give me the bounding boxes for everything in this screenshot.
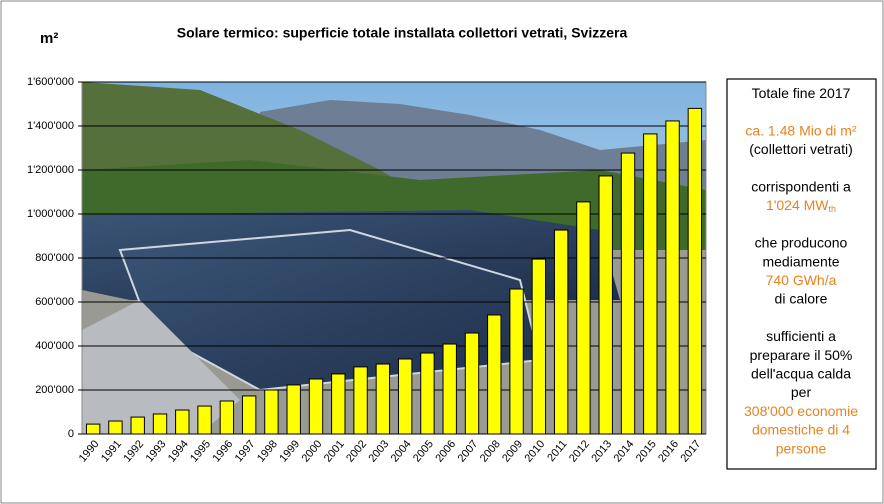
bar [442, 343, 457, 435]
info-text: (collettori vetrati) [749, 141, 852, 157]
info-text-main: che producono [755, 234, 848, 250]
info-text: ca. 1.48 Mio di m² [745, 122, 857, 138]
y-tick-label: 1'400'000 [27, 120, 74, 132]
info-box [726, 78, 877, 470]
bar [509, 288, 524, 435]
bar [487, 314, 502, 435]
bar [264, 389, 279, 435]
bar [197, 405, 212, 435]
info-text: per [791, 384, 812, 400]
bar [175, 409, 190, 435]
bar [108, 420, 123, 435]
info-text-main: domestiche di 4 [752, 421, 850, 437]
info-text-sub: th [829, 205, 837, 215]
bar [375, 363, 391, 435]
info-text: 740 GWh/a [766, 272, 837, 288]
info-text-main: corrispondenti a [751, 178, 851, 194]
y-tick-label: 1'600'000 [27, 76, 74, 88]
y-tick-label: 200'000 [35, 384, 74, 396]
bar [286, 384, 301, 435]
chart-title: Solare termico: superficie totale instal… [177, 25, 628, 41]
info-text-main: sufficienti a [766, 328, 836, 344]
bar [643, 133, 658, 435]
bar [420, 352, 435, 435]
info-text-main: 740 GWh/a [766, 272, 837, 288]
bar [531, 258, 547, 435]
y-axis-label: m² [40, 30, 58, 47]
y-tick-label: 400'000 [35, 340, 74, 352]
bar [620, 152, 636, 435]
bar [553, 229, 569, 435]
info-text: che producono [755, 234, 848, 250]
bar [598, 175, 613, 435]
info-text: Totale fine 2017 [752, 85, 851, 101]
bar [665, 120, 680, 435]
info-text-main: dell'acqua calda [751, 365, 851, 381]
bar [85, 423, 101, 435]
info-text: sufficienti a [766, 328, 836, 344]
bar [152, 413, 168, 435]
bar [130, 416, 145, 435]
info-text-main: di calore [775, 290, 828, 306]
info-text: 1'024 MWth [766, 197, 836, 215]
info-text-main: ca. 1.48 Mio di m² [745, 122, 857, 138]
info-text: persone [776, 440, 827, 456]
bar [397, 358, 413, 435]
y-tick-label: 0 [68, 428, 74, 440]
info-text: mediamente [762, 253, 839, 269]
info-text: preparare il 50% [750, 347, 853, 363]
bar [576, 201, 591, 435]
bar [687, 107, 703, 435]
bar [353, 366, 368, 435]
info-text-main: persone [776, 440, 827, 456]
info-text-main: preparare il 50% [750, 347, 853, 363]
info-text-main: 308'000 economie [744, 403, 858, 419]
info-text-main: 1'024 MW [766, 197, 829, 213]
info-text: corrispondenti a [751, 178, 851, 194]
bar [331, 373, 346, 435]
info-text: di calore [775, 290, 828, 306]
info-text-main: per [791, 384, 812, 400]
y-tick-label: 800'000 [35, 252, 74, 264]
y-tick-label: 600'000 [35, 296, 74, 308]
info-text-main: mediamente [762, 253, 839, 269]
bar [464, 332, 480, 435]
info-text-main: (collettori vetrati) [749, 141, 852, 157]
bar [308, 378, 324, 435]
info-text: domestiche di 4 [752, 421, 850, 437]
bar [219, 400, 235, 435]
info-text-main: Totale fine 2017 [752, 85, 851, 101]
y-tick-label: 1'200'000 [27, 164, 74, 176]
info-text: dell'acqua calda [751, 365, 851, 381]
info-text: 308'000 economie [744, 403, 858, 419]
bar [241, 395, 257, 435]
y-tick-label: 1'000'000 [27, 208, 74, 220]
